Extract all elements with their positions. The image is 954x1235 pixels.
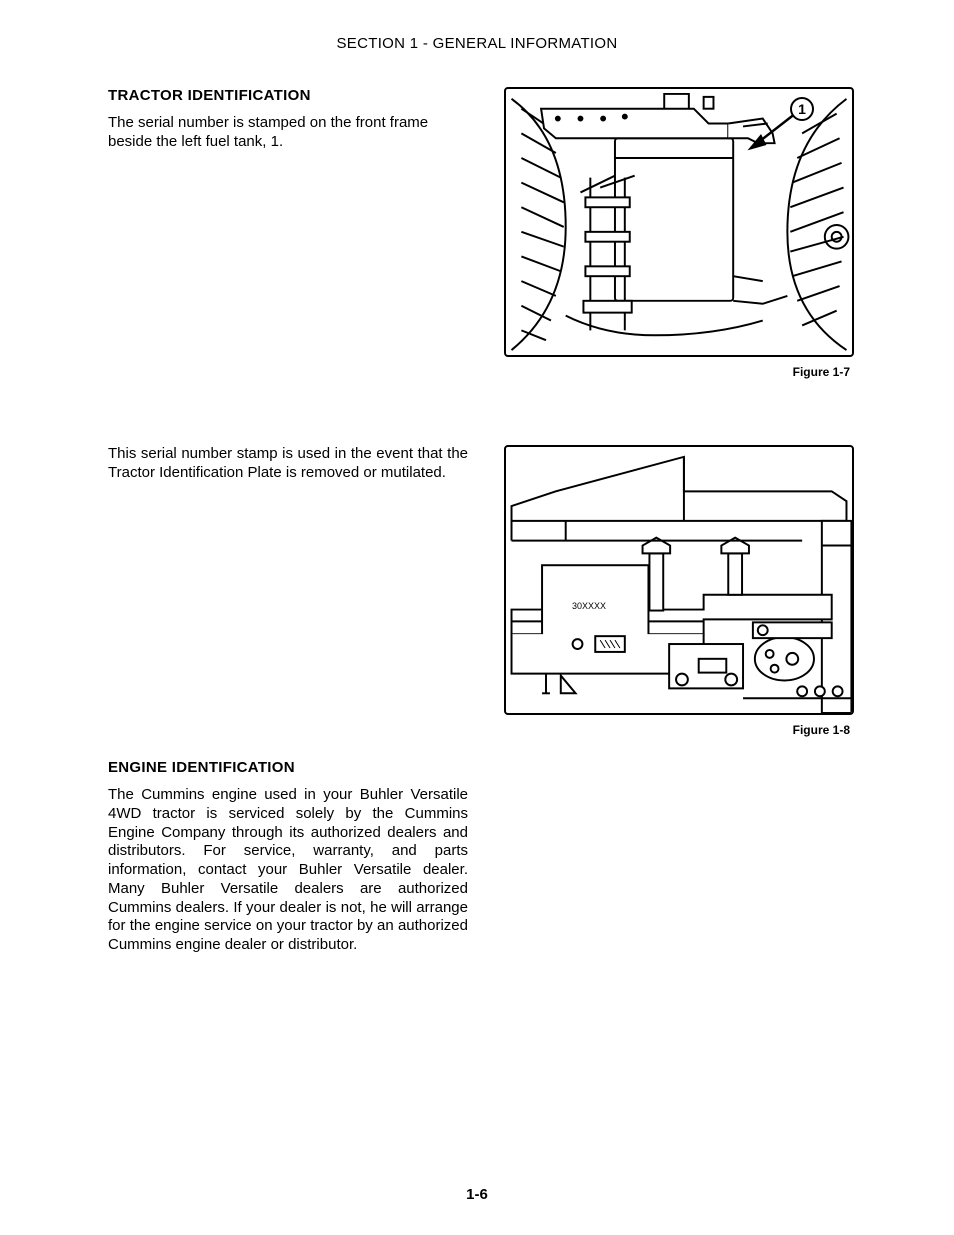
engine-id-paragraph: The Cummins engine used in your Buhler V… (108, 786, 468, 955)
figure-1-8-box: 30XXXX (504, 445, 854, 715)
callout-1-circle: 1 (790, 97, 814, 121)
engine-id-heading: ENGINE IDENTIFICATION (108, 759, 468, 776)
figure-1-8-col: 30XXXX Figure 1-8 (500, 445, 854, 737)
engine-id-text-col: ENGINE IDENTIFICATION The Cummins engine… (108, 759, 468, 955)
figure-1-7-caption: Figure 1-7 (500, 365, 850, 379)
callout-1-number: 1 (798, 101, 806, 117)
tractor-id-text-col: TRACTOR IDENTIFICATION The serial number… (108, 87, 468, 379)
tractor-id-heading: TRACTOR IDENTIFICATION (108, 87, 468, 104)
tractor-side-illustration (506, 89, 852, 355)
frame-serial-illustration (506, 447, 852, 713)
page-number: 1-6 (0, 1186, 954, 1203)
tractor-id-paragraph: The serial number is stamped on the fron… (108, 114, 468, 152)
serial-number-text: 30XXXX (572, 601, 606, 611)
row-engine-id: ENGINE IDENTIFICATION The Cummins engine… (108, 759, 846, 955)
section-header: SECTION 1 - GENERAL INFORMATION (108, 35, 846, 52)
figure-1-7-box: 1 (504, 87, 854, 357)
serial-stamp-paragraph: This serial number stamp is used in the … (108, 445, 468, 483)
engine-id-empty-col (500, 759, 846, 955)
row-serial-stamp: This serial number stamp is used in the … (108, 445, 846, 737)
serial-stamp-text-col: This serial number stamp is used in the … (108, 445, 468, 737)
figure-1-8-caption: Figure 1-8 (500, 723, 850, 737)
figure-1-7-col: 1 Figure 1-7 (500, 87, 854, 379)
spacer (108, 395, 846, 445)
row-tractor-id: TRACTOR IDENTIFICATION The serial number… (108, 87, 846, 379)
